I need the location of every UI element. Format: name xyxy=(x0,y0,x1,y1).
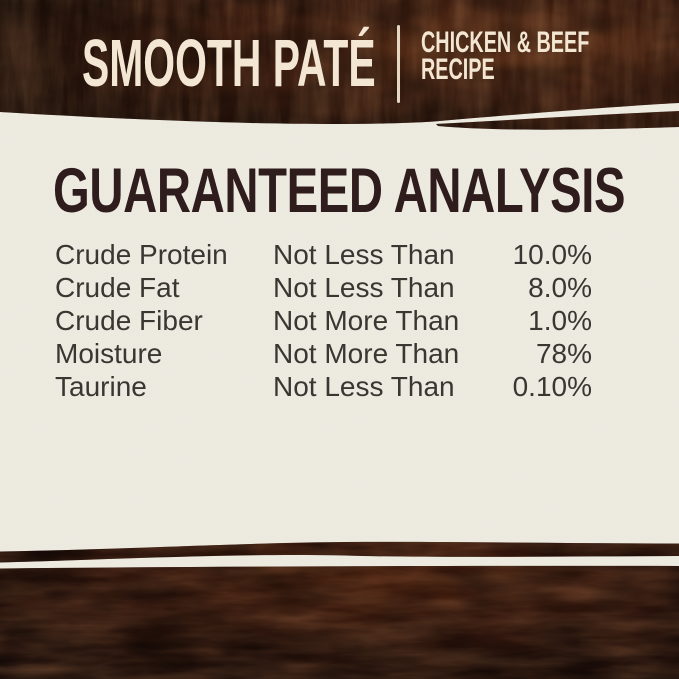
recipe-name-line2: RECIPE xyxy=(421,53,495,86)
nutrient-label: Moisture xyxy=(55,338,163,369)
qualifier-label: Not More Than xyxy=(273,338,460,369)
qualifier-label: Not Less Than xyxy=(273,371,455,402)
table-row: Crude Fiber Not More Than 1.0% xyxy=(55,304,592,337)
value-label: 8.0% xyxy=(528,272,592,303)
nutrient-label: Crude Protein xyxy=(55,239,228,270)
value-label: 0.10% xyxy=(512,371,592,402)
recipe-name: CHICKEN & BEEF RECIPE xyxy=(421,26,590,86)
nutrient-label: Taurine xyxy=(55,371,147,402)
nutrient-label: Crude Fat xyxy=(55,272,180,303)
analysis-table: Crude Protein Not Less Than 10.0% Crude … xyxy=(55,238,592,403)
nutrient-label: Crude Fiber xyxy=(55,305,203,336)
table-row: Taurine Not Less Than 0.10% xyxy=(55,370,592,403)
table-row: Crude Fat Not Less Than 8.0% xyxy=(55,271,592,304)
header-divider xyxy=(397,25,400,103)
table-row: Crude Protein Not Less Than 10.0% xyxy=(55,238,592,271)
value-label: 10.0% xyxy=(512,239,592,270)
guaranteed-analysis-title: GUARANTEED ANALYSIS xyxy=(53,156,626,226)
qualifier-label: Not More Than xyxy=(273,305,460,336)
product-line-title: SMOOTH PATÉ xyxy=(82,26,376,101)
table-row: Moisture Not More Than 78% xyxy=(55,337,592,370)
value-label: 78% xyxy=(535,338,592,369)
qualifier-label: Not Less Than xyxy=(273,272,455,303)
qualifier-label: Not Less Than xyxy=(273,239,455,270)
recipe-name-line1: CHICKEN & BEEF xyxy=(421,26,590,59)
value-label: 1.0% xyxy=(528,305,592,336)
